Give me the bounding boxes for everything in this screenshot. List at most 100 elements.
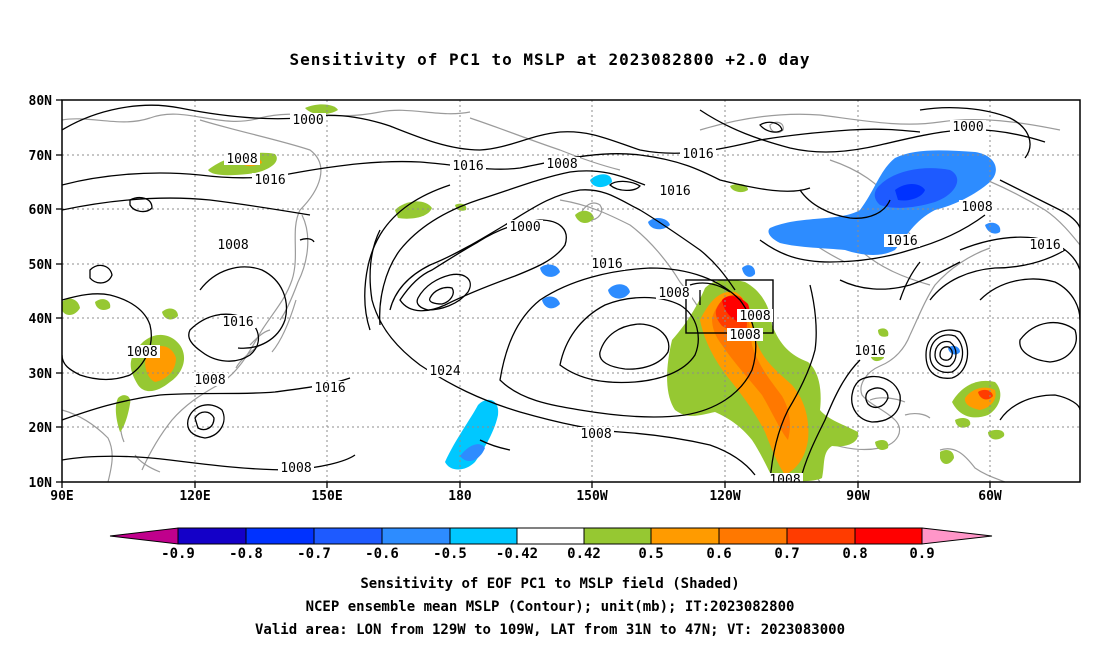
- colorbar-label: 0.8: [842, 546, 867, 562]
- contour-labels: 1000 1008 1016 1008 1016 1008 1008 1016 1008 1016…: [124, 113, 1063, 488]
- latitude-labels: 80N 70N 60N 50N 40N 30N 20N 10N: [29, 94, 53, 491]
- lon-label: 120W: [709, 489, 740, 504]
- contour-label-bg: [427, 364, 463, 377]
- lat-label: 30N: [29, 367, 53, 382]
- contour-label: 1008: [961, 200, 992, 215]
- contour-label: 1008: [226, 152, 257, 167]
- contour-label-bg: [578, 427, 614, 440]
- colorbar-label: 0.42: [567, 546, 601, 562]
- contour-label: 1016: [659, 184, 690, 199]
- contour-label-bg: [220, 315, 256, 328]
- contour-label: 1016: [452, 159, 483, 174]
- colorbar-box: [313, 527, 383, 545]
- contour-label-bg: [224, 152, 260, 165]
- contour-label-bg: [727, 328, 763, 341]
- contour-label: 1016: [314, 381, 345, 396]
- lon-label: 90E: [50, 489, 73, 504]
- colorbar-label: -0.5: [433, 546, 467, 562]
- contour-label: 1016: [682, 147, 713, 162]
- colorbar-label: -0.9: [161, 546, 195, 562]
- contour-label-bg: [657, 184, 693, 197]
- colorbar-label: -0.7: [297, 546, 331, 562]
- contour-label-bg: [1027, 238, 1063, 251]
- contour-label-bg: [252, 173, 288, 186]
- contour-label: 1000: [952, 120, 983, 135]
- lat-label: 70N: [29, 149, 53, 164]
- contour-label: 1008: [739, 309, 770, 324]
- colorbar-box: [718, 527, 788, 545]
- axis-ticks: [56, 99, 991, 488]
- contour-label-bg: [852, 344, 888, 357]
- contour-label: 1008: [729, 328, 760, 343]
- colorbar-box: [177, 527, 247, 545]
- contour-label: 1008: [658, 286, 689, 301]
- colorbar-label: 0.6: [706, 546, 731, 562]
- colorbar-box: [786, 527, 856, 545]
- contour-label: 1016: [886, 234, 917, 249]
- contour-label-bg: [450, 159, 486, 172]
- longitude-labels: 90E 120E 150E 180 150W 120W 90W 60W: [50, 489, 1002, 504]
- contour-label-bg: [737, 309, 773, 322]
- colorbar-box: [583, 527, 652, 545]
- contour-label-bg: [544, 157, 580, 170]
- lat-label: 40N: [29, 312, 53, 327]
- contour-label-bg: [680, 147, 716, 160]
- colorbar: [109, 527, 993, 545]
- colorbar-label: -0.6: [365, 546, 399, 562]
- contour-label: 1008: [546, 157, 577, 172]
- contour-label-bg: [215, 238, 251, 251]
- contour-label-bg: [312, 381, 348, 394]
- colorbar-box: [449, 527, 518, 545]
- contour-label: 1008: [580, 427, 611, 442]
- colorbar-labels: -0.9 -0.8 -0.7 -0.6 -0.5 -0.42 0.42 0.5 0.6 0.7 0.…: [161, 546, 935, 562]
- contour-label: 1000: [292, 113, 323, 128]
- map-frame: [61, 99, 1081, 483]
- lat-label: 10N: [29, 476, 53, 491]
- colorbar-label: -0.8: [229, 546, 263, 562]
- contour-label-bg: [959, 200, 995, 213]
- contour-label-bg: [507, 220, 543, 233]
- contour-label-bg: [656, 286, 692, 299]
- lon-label: 60W: [978, 489, 1002, 504]
- lon-label: 150W: [576, 489, 607, 504]
- contour-label-bg: [278, 461, 314, 474]
- colorbar-label: 0.5: [638, 546, 663, 562]
- colorbar-label: -0.42: [496, 546, 538, 562]
- colorbar-box: [245, 527, 315, 545]
- contour-label-bg: [290, 113, 326, 126]
- lon-label: 150E: [311, 489, 342, 504]
- contour-label: 1008: [217, 238, 248, 253]
- lat-label: 60N: [29, 203, 53, 218]
- contour-label-bg: [884, 234, 920, 247]
- caption-line-3: Valid area: LON from 129W to 109W, LAT f…: [254, 622, 845, 638]
- contour-label: 1016: [222, 315, 253, 330]
- colorbar-label: 0.7: [774, 546, 799, 562]
- lat-label: 50N: [29, 258, 53, 273]
- contour-label: 1016: [254, 173, 285, 188]
- contour-label: 1024: [429, 364, 460, 379]
- contour-label: 1000: [509, 220, 540, 235]
- colorbar-max-triangle: [921, 527, 993, 545]
- contour-label: 1016: [1029, 238, 1060, 253]
- contour-label: 1016: [591, 257, 622, 272]
- contour-label: 1008: [126, 345, 157, 360]
- contour-label-bg: [950, 120, 986, 133]
- contour-label: 1016: [854, 344, 885, 359]
- colorbar-label: 0.9: [909, 546, 934, 562]
- lat-label: 20N: [29, 421, 53, 436]
- caption-line-1: Sensitivity of EOF PC1 to MSLP field (Sh…: [360, 576, 740, 592]
- chart-title: Sensitivity of PC1 to MSLP at 2023082800…: [289, 50, 811, 69]
- contour-label: 1008: [280, 461, 311, 476]
- colorbar-box: [650, 527, 720, 545]
- contour-label: 1008: [769, 473, 800, 488]
- lat-label: 80N: [29, 94, 53, 109]
- colorbar-box: [854, 527, 923, 545]
- lon-label: 120E: [179, 489, 210, 504]
- caption-line-2: NCEP ensemble mean MSLP (Contour); unit(…: [305, 599, 795, 615]
- contour-label-bg: [589, 257, 625, 270]
- contour-label-bg: [124, 345, 160, 358]
- contour-label-bg: [767, 473, 803, 482]
- contour-label: 1008: [194, 373, 225, 388]
- figure-captions: Sensitivity of EOF PC1 to MSLP field (Sh…: [0, 573, 1100, 642]
